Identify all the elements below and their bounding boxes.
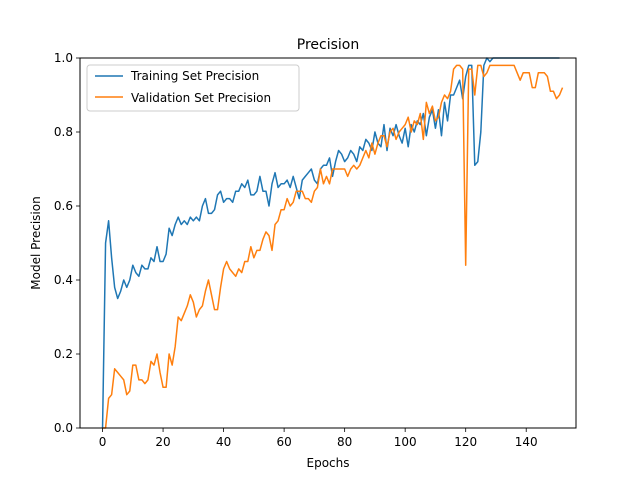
plot-frame <box>79 57 577 429</box>
x-tick-label: 120 <box>454 435 477 449</box>
x-tick-label: 140 <box>515 435 538 449</box>
x-tick-label: 100 <box>394 435 417 449</box>
legend-box <box>86 64 300 112</box>
y-tick-label: 0.0 <box>54 421 73 435</box>
x-tick-label: 0 <box>99 435 107 449</box>
y-tick-label: 0.4 <box>54 273 73 287</box>
legend-label-validation: Validation Set Precision <box>131 91 271 105</box>
y-tick-label: 0.6 <box>54 199 73 213</box>
y-tick-label: 0.8 <box>54 125 73 139</box>
x-axis-label: Epochs <box>307 456 350 470</box>
legend: Training Set Precision Validation Set Pr… <box>86 64 300 112</box>
y-tick-label: 1.0 <box>54 51 73 65</box>
x-tick-label: 60 <box>276 435 291 449</box>
legend-label-training: Training Set Precision <box>130 69 259 83</box>
x-tick-label: 40 <box>216 435 231 449</box>
x-tick-label: 20 <box>155 435 170 449</box>
y-tick-label: 0.2 <box>54 347 73 361</box>
x-tick-label: 80 <box>337 435 352 449</box>
y-axis-ticks: 0.0 0.2 0.4 0.6 0.8 1.0 <box>54 51 80 435</box>
x-axis-ticks: 0 20 40 60 80 100 120 140 <box>99 428 538 449</box>
chart-title: Precision <box>297 37 359 53</box>
plot-lines <box>101 57 564 429</box>
y-axis-label: Model Precision <box>29 196 43 289</box>
series-line-validation <box>102 64 564 429</box>
